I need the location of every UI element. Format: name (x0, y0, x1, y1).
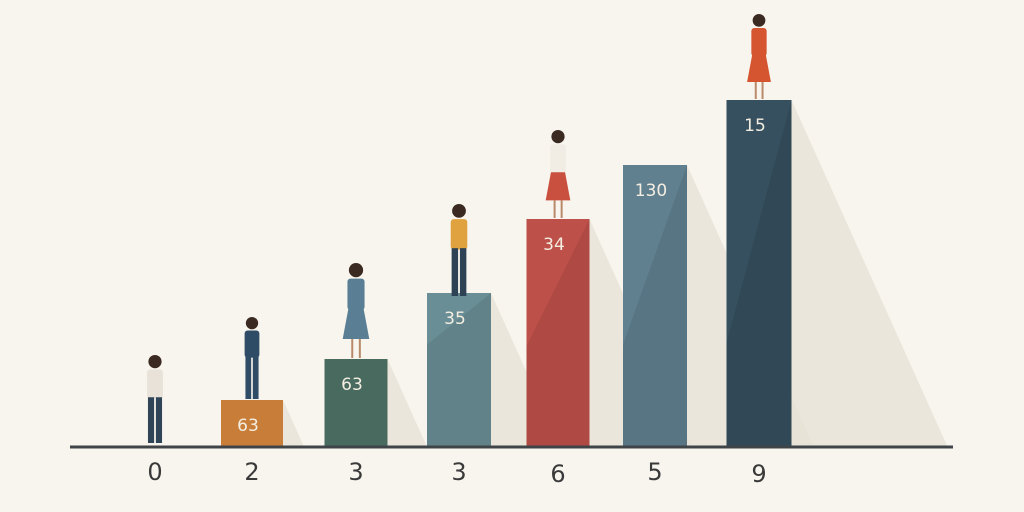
bar (427, 293, 491, 447)
bar-facet (726, 100, 792, 447)
person-walking-figure (147, 355, 163, 443)
woman-reading-figure (342, 263, 370, 358)
woman-standing-figure (545, 130, 571, 218)
bar-data-label: 63 (341, 375, 363, 395)
bar-shadow (387, 359, 428, 447)
x-tick-label: 6 (550, 460, 565, 488)
x-tick-label: 9 (751, 460, 766, 488)
bar-facet (427, 293, 491, 447)
bar (324, 359, 388, 447)
bar-facet (526, 219, 590, 447)
bar (526, 219, 590, 447)
person-with-phone-figure (244, 317, 260, 399)
bars: 63 63 35 34 130 15 (221, 100, 792, 447)
bar-data-label: 15 (744, 116, 766, 136)
bar-shadow (283, 400, 305, 447)
x-tick-label: 5 (647, 458, 662, 486)
bar-data-label: 63 (237, 416, 259, 436)
bar-data-label: 34 (543, 235, 565, 255)
bar-shadow (791, 100, 948, 447)
bar (623, 165, 687, 447)
woman-dancing-figure (747, 14, 771, 99)
x-tick-label: 3 (451, 458, 466, 486)
bar-facet (221, 400, 283, 447)
bar-data-label: 35 (444, 309, 466, 329)
x-tick-label: 0 (147, 458, 162, 486)
man-standing-figure (450, 204, 468, 296)
x-tick-labels: 0 2 3 3 6 5 9 (147, 458, 766, 488)
bar-facet (623, 165, 687, 447)
x-tick-label: 2 (244, 458, 259, 486)
bar-data-label: 130 (635, 181, 667, 201)
bar-facet (324, 359, 388, 447)
bar (726, 100, 792, 447)
bar (221, 400, 283, 447)
people-figures (147, 14, 771, 443)
x-tick-label: 3 (348, 458, 363, 486)
